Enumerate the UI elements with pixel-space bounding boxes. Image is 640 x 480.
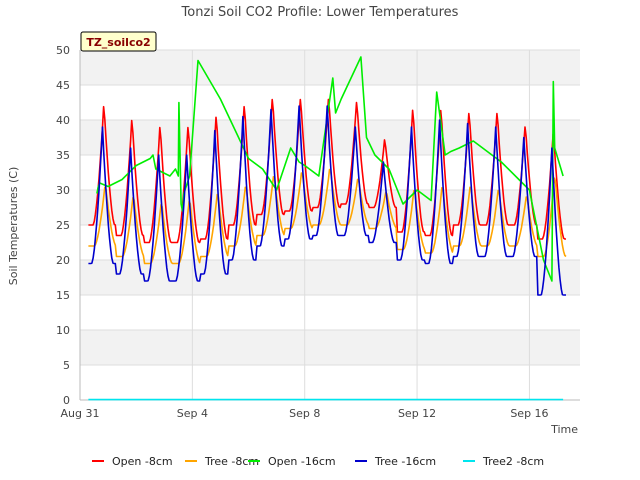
x-tick-label: Sep 4 — [177, 407, 208, 420]
plot-band — [80, 330, 580, 365]
chart-title: Tonzi Soil CO2 Profile: Lower Temperatur… — [181, 5, 459, 20]
y-tick-label: 10 — [56, 324, 70, 337]
y-axis-label: Soil Temperatures (C) — [7, 167, 20, 286]
x-tick-label: Sep 16 — [510, 407, 548, 420]
badge-box — [80, 31, 157, 52]
y-tick-label: 20 — [56, 254, 70, 267]
x-axis-label: Time — [550, 423, 578, 436]
plot-band — [80, 260, 580, 295]
series-lines — [88, 56, 567, 401]
plot-band — [80, 50, 580, 85]
y-tick-label: 0 — [63, 394, 70, 407]
legend-label-5: Tree2 -8cm — [482, 455, 544, 468]
series-line-4 — [88, 105, 566, 296]
legend-label-3: Open -16cm — [268, 455, 336, 468]
y-tick-labels: 0 5 10 15 20 25 30 35 40 45 50 — [56, 44, 70, 407]
y-tick-label: 40 — [56, 114, 70, 127]
legend: Open -8cm Tree -8cm Open -16cm Tree -16cm Tr… — [92, 455, 544, 468]
y-tick-label: 45 — [56, 79, 70, 92]
y-tick-label: 50 — [56, 44, 70, 57]
y-tick-label: 5 — [63, 359, 70, 372]
x-tick-label: Sep 8 — [289, 407, 320, 420]
badge-label: TZ_soilco2 — [86, 36, 150, 49]
y-tick-label: 35 — [56, 149, 70, 162]
legend-label-4: Tree -16cm — [374, 455, 436, 468]
legend-label-1: Open -8cm — [112, 455, 173, 468]
x-tick-labels: Aug 31 Sep 4 Sep 8 Sep 12 Sep 16 — [61, 407, 549, 420]
x-tick-label: Aug 31 — [61, 407, 100, 420]
badge: TZ_soilco2 — [80, 31, 157, 52]
y-tick-label: 30 — [56, 184, 70, 197]
x-tick-label: Sep 12 — [398, 407, 436, 420]
legend-label-2: Tree -8cm — [204, 455, 259, 468]
y-tick-label: 15 — [56, 289, 70, 302]
y-tick-label: 25 — [56, 219, 70, 232]
